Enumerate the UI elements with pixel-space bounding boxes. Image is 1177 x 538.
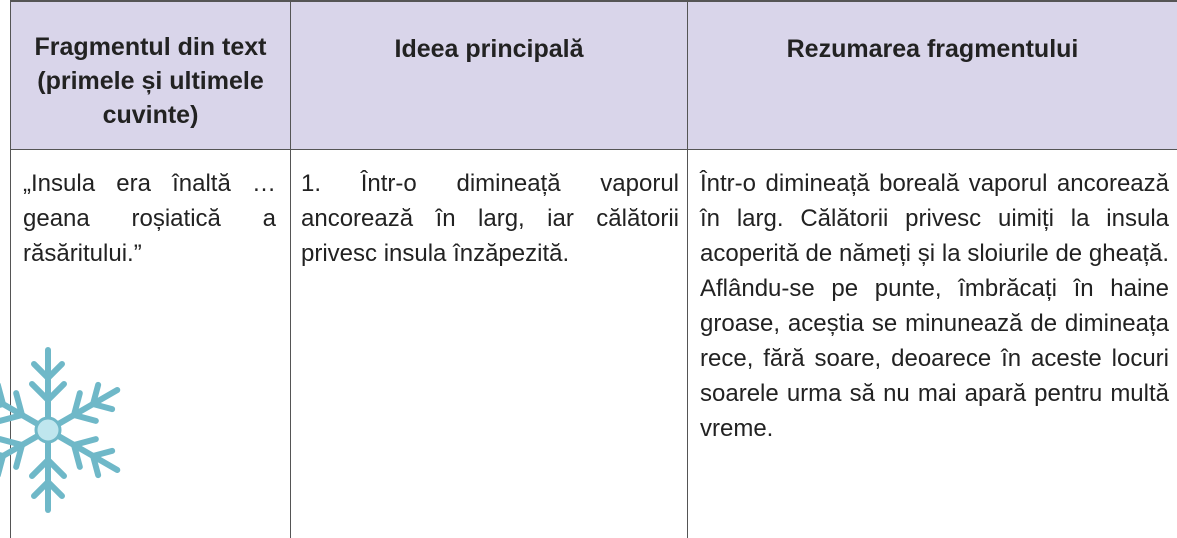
snowflake-icon <box>0 347 150 525</box>
table-border <box>10 0 1177 2</box>
table-header: Fragmentul din text (primele și ultimele… <box>10 2 290 150</box>
table-header: Rezumarea fragmentului <box>687 2 1177 150</box>
table-header: Ideea principală <box>290 2 687 150</box>
table-cell: Într-o dimineață boreală vaporul ancorea… <box>687 150 1177 538</box>
table-cell: „Insula era înaltă … geana roșiatică a r… <box>10 150 290 538</box>
table-cell: 1. Într-o dimineață vaporul ancorează în… <box>290 150 687 538</box>
